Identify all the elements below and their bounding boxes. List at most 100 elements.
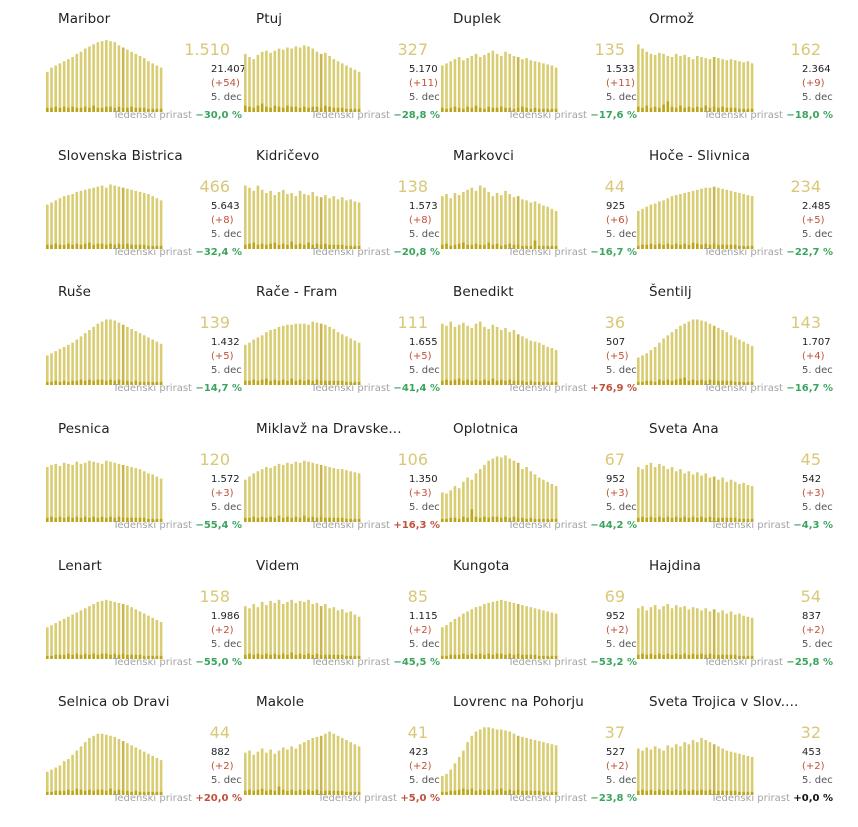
bar-base: [121, 380, 125, 385]
municipality-card[interactable]: Slovenska Bistrica 466 5.643 (+8) 5. dec Tede…: [46, 145, 242, 281]
bar: [277, 48, 281, 112]
bar: [470, 479, 474, 522]
bar-base: [303, 515, 306, 522]
bar: [109, 600, 112, 659]
bar-base: [277, 654, 281, 659]
municipality-card[interactable]: Kidričevo 138 1.573 (+8) 5. dec Tedenski prir…: [244, 145, 440, 281]
bar: [357, 202, 361, 249]
bar-chart: [637, 462, 754, 522]
municipality-card[interactable]: Kungota 69 952 (+2) 5. dec Tedenski prirast −…: [441, 555, 637, 691]
bar: [546, 64, 549, 112]
new-cases: 158: [199, 587, 230, 606]
municipality-card[interactable]: Duplek 135 1.533 (+11) 5. dec Tedenski priras…: [441, 8, 637, 144]
bar-base: [474, 379, 478, 385]
bar: [273, 195, 277, 249]
bar: [729, 335, 733, 385]
bar: [290, 324, 293, 385]
municipality-card[interactable]: Selnica ob Dravi 44 882 (+2) 5. dec Tedenski …: [46, 691, 242, 827]
bar: [290, 599, 293, 659]
municipality-card[interactable]: Miklavž na Dravske... 106 1.350 (+3) 5. dec T…: [244, 418, 440, 554]
bar-base: [138, 654, 142, 659]
bar: [294, 748, 298, 795]
bar: [281, 49, 285, 112]
municipality-card[interactable]: Maribor 1.510 21.407 (+54) 5. dec Tedenski pr…: [46, 8, 246, 144]
bar-base: [159, 381, 163, 385]
bar: [159, 478, 163, 522]
bar: [75, 53, 79, 112]
bar: [500, 55, 503, 112]
municipality-card[interactable]: Lovrenc na Pohorju 37 527 (+2) 5. dec Tedensk…: [441, 691, 637, 827]
bar-base: [666, 789, 670, 795]
bar-base: [641, 244, 644, 249]
municipality-card[interactable]: Makole 41 423 (+2) 5. dec Tedenski prirast +5…: [244, 691, 440, 827]
municipality-card[interactable]: Sveta Ana 45 542 (+3) 5. dec Tedenski prirast…: [637, 418, 833, 554]
municipality-card[interactable]: Šentilj 143 1.707 (+4) 5. dec Tedenski priras…: [637, 281, 833, 417]
bar-base: [256, 789, 260, 795]
bar: [554, 613, 558, 659]
bar-base: [134, 654, 138, 659]
bar-base: [679, 244, 682, 249]
bar: [533, 474, 537, 522]
bar: [504, 730, 507, 795]
municipality-card[interactable]: Hajdina 54 837 (+2) 5. dec Tedenski prirast −…: [637, 555, 833, 691]
municipality-card[interactable]: Rače - Fram 111 1.655 (+5) 5. dec Tedenski pr…: [244, 281, 440, 417]
bar: [75, 750, 79, 795]
bar-base: [92, 244, 95, 249]
bar-base: [277, 106, 281, 112]
bar: [500, 729, 503, 795]
bar: [142, 335, 146, 385]
bar-base: [687, 106, 691, 112]
municipality-card[interactable]: Videm 85 1.115 (+2) 5. dec Tedenski prirast −…: [244, 555, 440, 691]
municipality-card[interactable]: Oplotnica 67 952 (+3) 5. dec Tedenski prirast…: [441, 418, 637, 554]
bar: [666, 55, 670, 112]
bar-base: [46, 381, 49, 385]
municipality-card[interactable]: Markovci 44 925 (+6) 5. dec Tedenski prirast …: [441, 145, 637, 281]
total-cases: 542: [802, 474, 822, 485]
bar: [357, 473, 361, 522]
date-label: 5. dec: [211, 92, 242, 103]
bar-base: [683, 789, 686, 795]
bar-base: [83, 653, 87, 659]
municipality-card[interactable]: Ptuj 327 5.170 (+11) 5. dec Tedenski prirast …: [244, 8, 440, 144]
date-label: 5. dec: [409, 775, 440, 786]
bar: [88, 46, 91, 112]
daily-delta: (+3): [409, 488, 432, 499]
bar: [637, 467, 640, 522]
bar: [121, 324, 125, 385]
bar: [641, 750, 644, 795]
bar-base: [100, 243, 104, 249]
municipality-card[interactable]: Benedikt 36 507 (+5) 5. dec Tedenski prirast …: [441, 281, 637, 417]
bar-base: [54, 380, 58, 385]
bar-base: [336, 517, 340, 522]
bar-base: [100, 653, 104, 659]
bar: [58, 465, 62, 522]
municipality-card[interactable]: Ormož 162 2.364 (+9) 5. dec Tedenski prirast …: [637, 8, 833, 144]
bar-base: [679, 517, 682, 522]
municipality-card[interactable]: Ruše 139 1.432 (+5) 5. dec Tedenski prirast −…: [46, 281, 242, 417]
bar-base: [516, 380, 520, 385]
bar: [286, 601, 289, 659]
bar-base: [712, 517, 716, 522]
bar: [662, 750, 665, 795]
bar: [649, 607, 653, 659]
bar: [729, 59, 733, 112]
bar: [462, 191, 465, 249]
weekly-growth-value: −18,0 %: [782, 110, 833, 121]
weekly-growth: Tedenski prirast +5,0 %: [318, 793, 440, 804]
bar-base: [445, 243, 448, 249]
bar: [658, 609, 661, 659]
weekly-growth-value: +5,0 %: [396, 793, 440, 804]
bar: [324, 604, 327, 659]
bar: [79, 51, 83, 112]
bar-base: [332, 244, 336, 249]
municipality-card[interactable]: Pesnica 120 1.572 (+3) 5. dec Tedenski priras…: [46, 418, 242, 554]
bar-base: [683, 377, 686, 385]
bar-base: [58, 381, 62, 385]
bar: [550, 483, 554, 522]
municipality-card[interactable]: Lenart 158 1.986 (+2) 5. dec Tedenski prirast…: [46, 555, 242, 691]
bar-base: [658, 107, 661, 112]
municipality-card[interactable]: Sveta Trojica v Slov.... 32 453 (+2) 5. dec T…: [637, 691, 833, 827]
municipality-card[interactable]: Hoče - Slivnica 234 2.485 (+5) 5. dec Tedensk…: [637, 145, 833, 281]
bar: [147, 61, 150, 112]
bar: [92, 604, 95, 659]
